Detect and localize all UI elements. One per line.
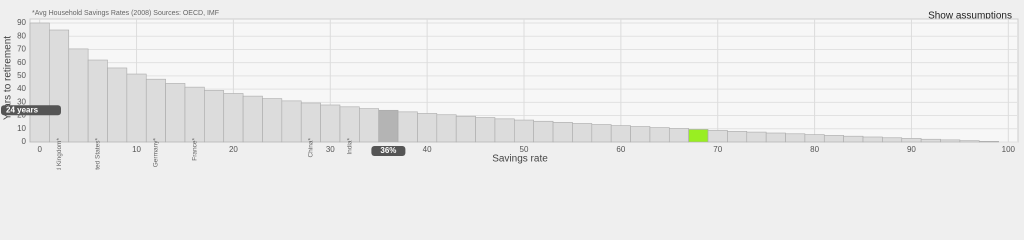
x-axis-label: Savings rate: [492, 154, 548, 165]
bar: [727, 130, 748, 143]
bar: [494, 118, 515, 143]
x-tick-label: 100: [1002, 145, 1016, 154]
bar: [87, 59, 108, 143]
bar: [281, 100, 302, 143]
bar: [417, 113, 438, 143]
bar: [49, 29, 70, 143]
bar: [397, 111, 418, 143]
bar: [785, 133, 806, 143]
bar: [145, 78, 166, 143]
y-tick-label: 0: [22, 137, 27, 146]
x-tick-label: 80: [810, 145, 819, 154]
y-marker-label: 24 years: [6, 105, 39, 114]
x-tick-label: 30: [326, 145, 335, 154]
bar: [184, 86, 205, 143]
bar: [591, 124, 612, 143]
x-marker-badge: [371, 146, 406, 156]
y-tick-label: 80: [17, 31, 26, 40]
x-tick-label: 90: [907, 145, 916, 154]
source-note: *Avg Household Savings Rates (2008) Sour…: [32, 10, 219, 17]
bar: [707, 130, 728, 143]
bar: [862, 136, 883, 143]
country-annotation: China*: [308, 138, 315, 158]
bar: [300, 102, 321, 143]
bar: [242, 95, 263, 143]
country-annotation: United States*: [95, 138, 102, 170]
x-tick-label: 10: [132, 145, 141, 154]
y-marker-badge: [1, 105, 61, 116]
y-tick-label: 90: [17, 18, 26, 27]
bar: [901, 138, 922, 143]
show-assumptions-link[interactable]: Show assumptions: [928, 11, 1012, 22]
bar: [533, 120, 554, 143]
country-annotation: United Kingdom*: [56, 138, 63, 170]
y-tick-label: 60: [17, 58, 26, 67]
bar: [475, 117, 496, 143]
bar: [378, 109, 399, 143]
country-annotation: India*: [346, 138, 353, 155]
bar: [204, 90, 225, 143]
y-tick-label: 40: [17, 84, 26, 93]
chart: *Avg Household Savings Rates (2008) Sour…: [1, 9, 1019, 170]
bar: [668, 128, 689, 143]
y-tick-label: 30: [17, 97, 26, 106]
bar: [843, 135, 864, 143]
bar: [29, 22, 50, 143]
x-tick-label: 20: [229, 145, 238, 154]
bar: [552, 121, 573, 143]
x-marker-label: 36%: [380, 146, 396, 155]
bar: [610, 125, 631, 143]
country-annotation: Germany*: [153, 138, 160, 168]
bar: [765, 132, 786, 143]
country-annotation: France*: [191, 138, 198, 161]
y-tick-label: 50: [17, 71, 26, 80]
bar: [165, 83, 186, 143]
bar: [649, 127, 670, 143]
bar: [359, 108, 380, 143]
bar: [455, 115, 476, 143]
bar: [940, 139, 961, 143]
bar: [436, 114, 457, 143]
bar: [746, 131, 767, 143]
x-tick-label: 40: [423, 145, 432, 154]
bar: [107, 67, 128, 143]
x-tick-label: 0: [37, 145, 42, 154]
y-tick-label: 70: [17, 45, 26, 54]
x-tick-label: 60: [616, 145, 625, 154]
bar: [630, 126, 651, 143]
bar: [920, 138, 941, 143]
bar: [804, 134, 825, 143]
bar: [339, 106, 360, 143]
bar: [959, 140, 980, 143]
bar: [688, 129, 709, 143]
bar: [262, 98, 283, 143]
bar: [126, 73, 147, 143]
x-tick-label: 70: [713, 145, 722, 154]
bar: [882, 137, 903, 143]
bar: [823, 135, 844, 143]
bar: [223, 93, 244, 143]
y-axis-label: Years to retirement: [3, 36, 14, 120]
bar: [978, 141, 999, 143]
bar: [572, 123, 593, 143]
bar: [320, 104, 341, 143]
bar: [514, 119, 534, 143]
x-tick-label: 50: [520, 145, 529, 154]
y-tick-label: 10: [17, 124, 26, 133]
bar: [68, 48, 89, 143]
